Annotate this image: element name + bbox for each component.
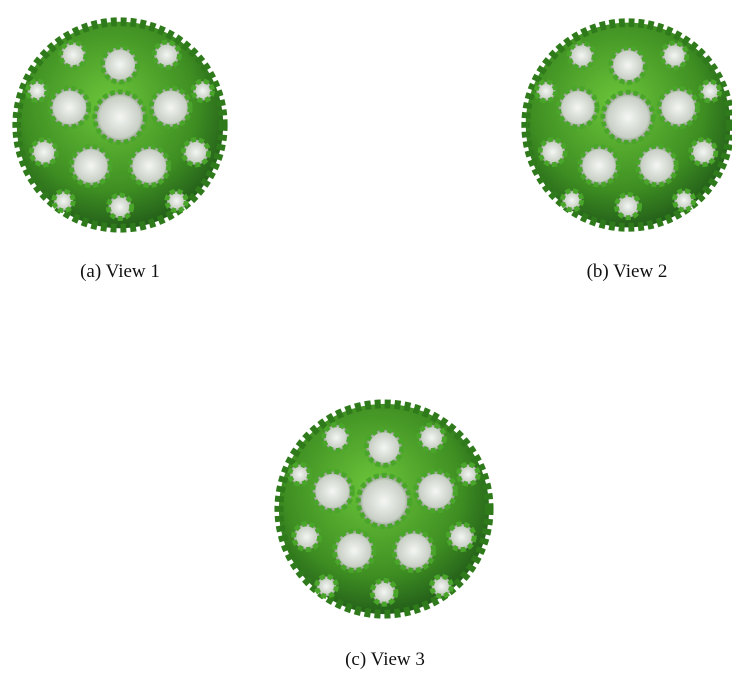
caption: (c) View 3 xyxy=(345,649,425,671)
caption-text: View 2 xyxy=(613,261,668,282)
caption: (b) View 2 xyxy=(587,261,668,283)
caption-text: View 1 xyxy=(105,261,160,282)
cage-render xyxy=(270,394,498,624)
cage-render xyxy=(517,12,732,238)
caption: (a) View 1 xyxy=(80,261,160,283)
caption-label: (c) xyxy=(345,649,367,670)
cage-render xyxy=(8,12,232,238)
caption-label: (b) xyxy=(586,261,609,282)
caption-text: View 3 xyxy=(370,649,425,670)
caption-label: (a) xyxy=(80,261,102,282)
